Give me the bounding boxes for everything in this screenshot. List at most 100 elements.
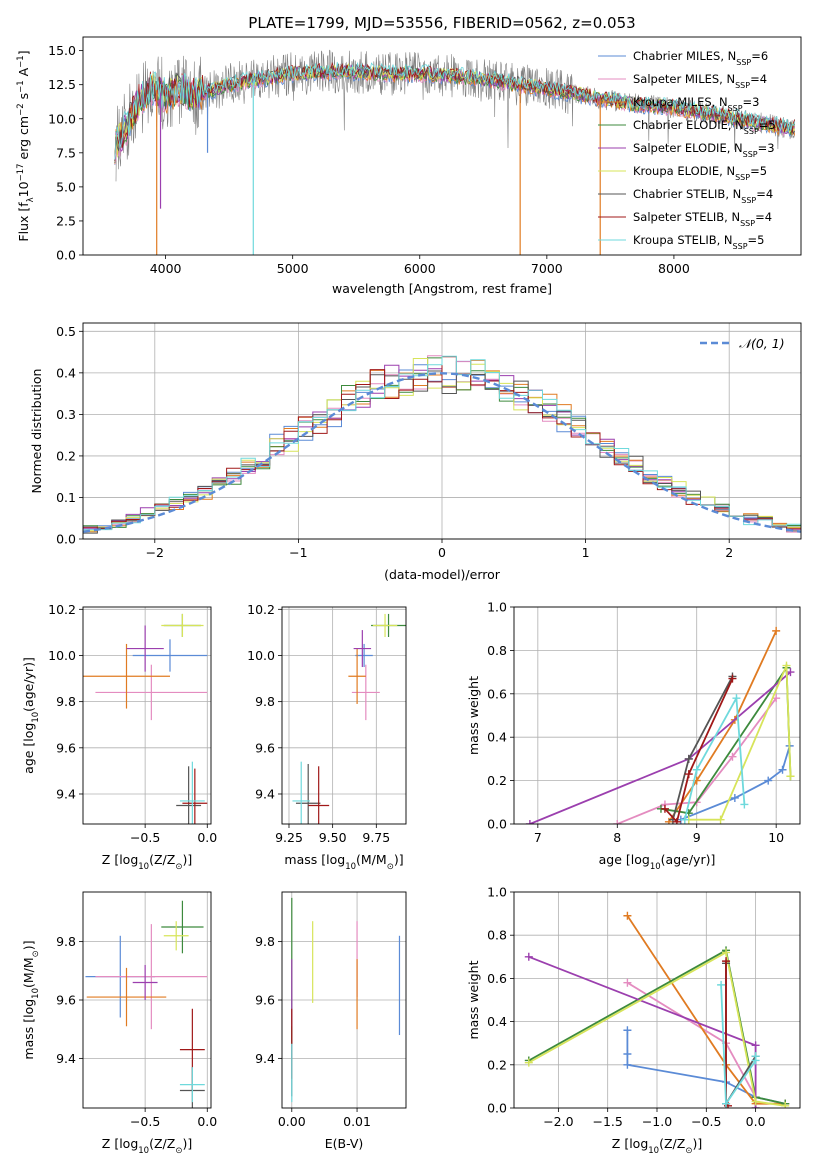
x-axis-label-part: )] [394,852,404,867]
y-tick-label: 9.8 [255,694,275,709]
x-axis-label-part: 10 [648,1146,659,1156]
mass-weight-line [528,951,786,1107]
y-tick-label: 0.8 [487,928,507,943]
y-axis-label: Normed distribution [29,369,44,494]
y-tick-label: 9.6 [56,993,76,1008]
x-tick-label: 0.01 [343,1114,371,1129]
axes-frame [513,891,801,1109]
x-axis-label-part: )] [182,1136,192,1151]
y-tick-label: 10.0 [48,111,76,126]
y-tick-label: 0.4 [487,730,507,745]
mass-weight-marker [778,765,787,774]
y-axis-label-part: 10 [31,988,41,999]
mass-weight-line [528,955,757,1108]
legend-entry-text: Salpeter STELIB, N [633,210,740,224]
axes-frame [82,36,802,256]
y-tick-label: 1.0 [487,600,507,615]
legend-entry-sub: SSP [744,127,759,136]
y-axis-label-part: 10 [31,712,41,723]
mass-weight-marker [524,1058,533,1067]
metallicity-age-panel: −0.5 0.09.49.69.810.010.2Z [log10(Z/Z⊙)]a… [21,602,217,872]
legend-entry-count: =5 [759,118,776,132]
x-tick-label: 9.50 [319,830,347,845]
mass-weight-line [664,678,734,824]
y-axis-label-part: −17 [16,163,26,181]
x-tick-label: 0.0 [197,1114,217,1129]
mass-weight-marker [732,694,741,703]
x-axis-label-part: Z [log [102,1136,138,1151]
mass-weight-marker [525,820,534,824]
mass-weight-marker [782,661,791,670]
metallicity-mass-panel: −0.5 0.09.49.69.8Z [log10(Z/Z⊙)]mass [log… [21,891,217,1156]
x-tick-label: −0.5 [691,1114,721,1129]
y-axis-label-part: s [16,93,31,104]
y-tick-label: 9.4 [255,786,275,801]
y-axis-label-part: 10 [16,181,31,197]
x-axis-label-part: (M/M [356,852,387,867]
mass-weight-marker [613,820,622,824]
legend-entry-count: =5 [750,164,767,178]
x-tick-label: 7000 [531,261,563,276]
normal-distribution-curve [83,372,801,533]
mass-weight-marker [772,626,781,635]
legend-entry-text: Kroupa STELIB, N [633,233,733,247]
x-axis-label-part: ⊙ [175,1146,182,1156]
spectrum-panel: 4000 5000 6000 7000 8000 0.0 2.5 5.0 7.5 10.0 12.5… [16,36,802,296]
x-tick-label: 9 [693,830,701,845]
y-axis-label-part: (M/M [21,957,36,988]
y-tick-label: 9.6 [255,740,275,755]
mass-weight-marker [751,1052,760,1061]
mass-weight-line [683,695,746,820]
legend-entry: Salpeter MILES, NSSP=4 [633,72,767,90]
axes-frame [513,606,801,825]
y-tick-label: 1.0 [487,885,507,900]
x-tick-label: −1 [289,545,307,560]
y-tick-label: 0.5 [56,324,76,339]
residual-histogram-step [83,356,801,530]
residual-histogram-panel: −2 −1 0 1 2 0.0 0.1 0.2 0.3 0.4 0.5 (data-model)/er… [29,322,802,582]
y-tick-label: 10.0 [48,648,76,663]
mass-weight-marker [680,815,689,824]
y-axis-label-part: )] [21,940,36,950]
x-axis-label: Z [log10(Z/Z⊙)] [102,1136,192,1156]
y-axis-label-part: ⊙ [31,950,41,957]
legend-entry-count: =3 [743,95,760,109]
y-tick-label: 0.4 [56,365,76,380]
y-tick-label: 15.0 [48,43,76,58]
x-tick-label: 8000 [658,261,690,276]
mass-weight-marker [524,952,533,961]
axes-frame [82,891,212,1109]
mass-age-panel: 9.25 9.50 9.75 9.4 9.6 9.8 10.0 10.2 mass [log10… [247,602,407,872]
y-tick-label: 0.2 [487,1057,507,1072]
x-tick-label: −2.0 [543,1114,573,1129]
mass-weight-marker [716,815,725,824]
y-axis-label-part: λ [26,197,36,202]
spectrum-title: PLATE=1799, MJD=53556, FIBERID=0562, z=0… [248,14,635,32]
mass-weight-marker [684,754,693,763]
y-axis-label-part: mass [log [21,999,36,1060]
legend-entry-text: Kroupa ELODIE, N [633,164,735,178]
y-tick-label: 7.5 [56,145,76,160]
mass-weight-marker [722,1099,731,1108]
y-axis-label-part: Flux [f [16,202,31,242]
x-axis-label-part: (Z/Z [149,852,175,867]
mass-weight-marker [740,800,749,809]
y-tick-label: 9.4 [56,1051,76,1066]
x-tick-label: 9.25 [275,830,303,845]
x-tick-label: −1.5 [593,1114,623,1129]
x-tick-label: 2 [725,545,733,560]
legend-entry-sub: SSP [740,219,755,228]
x-tick-label: 0.00 [278,1114,306,1129]
y-tick-label: 0.0 [56,532,76,547]
mass-weight-marker [684,770,693,779]
mass-weight-marker [786,668,795,677]
legend-entry: 𝒩(0, 1) [739,336,785,351]
y-tick-label: 0.0 [487,817,507,832]
y-axis-label: Flux [fλ10−17 erg cm−2 s−1 A−1] [16,50,36,241]
x-tick-label: 10 [768,830,784,845]
legend-entry: Chabrier MILES, NSSP=6 [633,49,768,67]
axes-frame [281,891,407,1109]
model-spectrum-line [114,61,795,160]
